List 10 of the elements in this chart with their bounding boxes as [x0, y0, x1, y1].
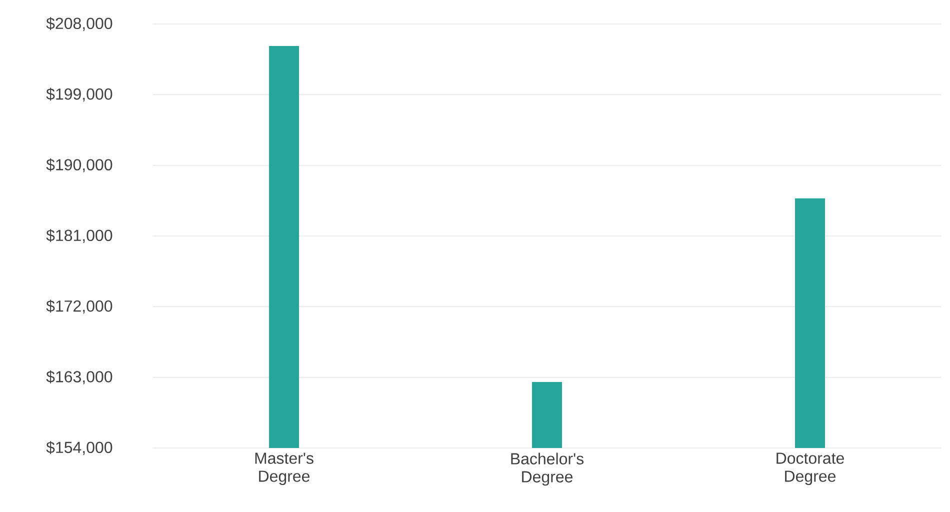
y-tick-label: $199,000 [46, 88, 112, 102]
x-tick-label: Bachelor's Degree [511, 452, 584, 486]
y-tick-label: $163,000 [46, 370, 112, 384]
y-tick-label: $154,000 [46, 441, 112, 455]
y-tick-label: $181,000 [46, 229, 112, 243]
x-tick-label: Master's Degree [255, 452, 314, 486]
x-tick-label: Doctorate Degree [776, 452, 844, 486]
y-tick-label: $190,000 [46, 158, 112, 172]
y-tick-label: $172,000 [46, 300, 112, 314]
y-tick-label: $208,000 [46, 17, 112, 31]
